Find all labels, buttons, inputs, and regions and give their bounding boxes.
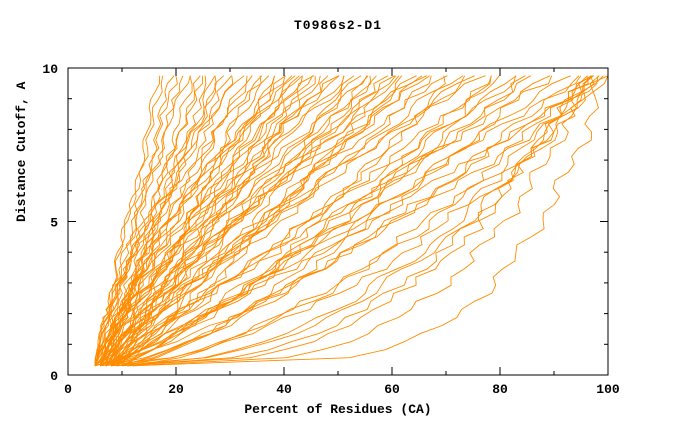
model-curves-group bbox=[94, 75, 608, 367]
model-curve bbox=[121, 75, 592, 367]
model-curve bbox=[99, 75, 340, 366]
model-curve bbox=[100, 75, 377, 367]
x-tick-label: 20 bbox=[168, 382, 184, 397]
model-curve bbox=[105, 75, 600, 367]
model-curve bbox=[105, 75, 446, 367]
model-curve bbox=[110, 75, 275, 366]
x-tick-label: 80 bbox=[492, 382, 508, 397]
model-curve bbox=[105, 75, 300, 366]
model-curve bbox=[121, 75, 423, 366]
model-curve bbox=[99, 75, 430, 366]
x-tick-label: 0 bbox=[64, 382, 72, 397]
y-tick-label: 10 bbox=[42, 62, 58, 77]
model-curve bbox=[132, 75, 604, 367]
model-curve bbox=[111, 75, 492, 367]
model-curve bbox=[132, 75, 608, 367]
model-curve bbox=[127, 75, 517, 367]
model-curve bbox=[94, 75, 262, 366]
model-curve bbox=[110, 75, 400, 367]
y-tick-label: 5 bbox=[50, 216, 58, 231]
model-curve bbox=[100, 75, 329, 367]
model-curve bbox=[94, 75, 599, 367]
model-curve bbox=[94, 75, 225, 366]
model-curve bbox=[94, 75, 164, 366]
model-curve bbox=[116, 75, 417, 367]
model-curve bbox=[94, 75, 161, 366]
x-tick-label: 60 bbox=[384, 382, 400, 397]
model-curve bbox=[127, 75, 595, 367]
model-curve bbox=[94, 75, 315, 366]
y-tick-label: 0 bbox=[50, 369, 58, 384]
model-curve bbox=[94, 75, 389, 367]
x-tick-label: 40 bbox=[276, 382, 292, 397]
x-axis-label: Percent of Residues (CA) bbox=[244, 402, 432, 417]
model-curve bbox=[116, 75, 588, 367]
model-curve bbox=[94, 75, 464, 367]
model-curve bbox=[121, 75, 532, 367]
x-tick-label: 100 bbox=[596, 382, 620, 397]
model-curve bbox=[110, 75, 355, 366]
model-curve bbox=[111, 75, 593, 367]
model-curve bbox=[105, 75, 395, 367]
model-curve bbox=[94, 75, 178, 366]
model-curve bbox=[105, 75, 340, 366]
model-curve bbox=[105, 75, 201, 366]
model-curve bbox=[116, 75, 369, 367]
model-curve bbox=[105, 75, 345, 367]
model-curve bbox=[121, 75, 372, 366]
model-curve bbox=[100, 75, 608, 367]
model-curve bbox=[116, 75, 594, 367]
model-curve bbox=[99, 75, 207, 366]
chart-title: T0986s2-D1 bbox=[293, 18, 382, 33]
model-curve bbox=[94, 75, 368, 366]
model-curve bbox=[110, 75, 475, 367]
model-curve bbox=[105, 75, 403, 367]
model-curve bbox=[94, 75, 245, 366]
model-curve bbox=[99, 75, 397, 366]
model-curve bbox=[94, 75, 321, 367]
model-curve bbox=[94, 75, 191, 366]
model-curve bbox=[110, 75, 580, 367]
model-curve bbox=[94, 75, 316, 366]
model-curve bbox=[105, 75, 486, 367]
model-curve bbox=[105, 75, 582, 367]
model-curve bbox=[116, 75, 432, 367]
model-curve bbox=[94, 75, 553, 367]
